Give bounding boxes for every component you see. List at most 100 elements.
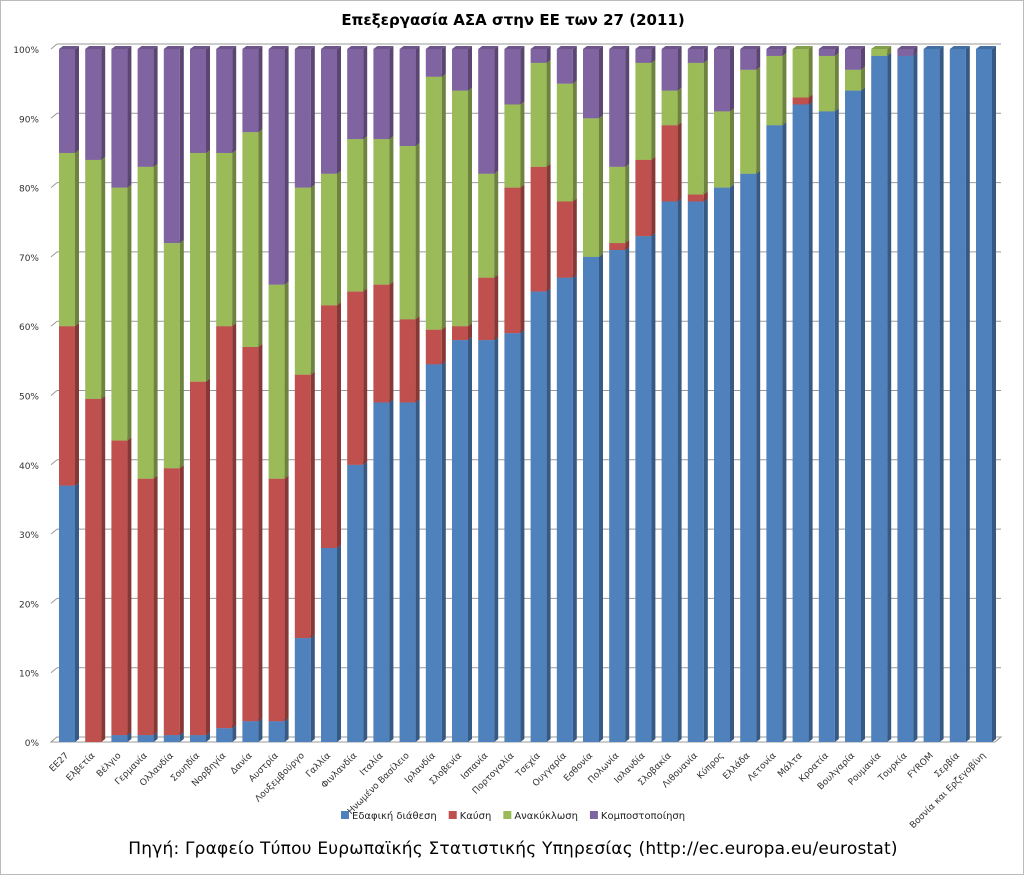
bar-segment-side [546, 163, 551, 292]
bar-segment-side [206, 149, 210, 382]
bar-segment [583, 256, 599, 742]
bar-segment-side [494, 274, 499, 341]
y-tick-label: 10% [19, 670, 39, 680]
bar-segment [294, 187, 311, 375]
bar-segment-side [206, 46, 210, 153]
source-note: Πηγή: Γραφείο Τύπου Ευρωπαϊκής Στατιστικ… [128, 839, 898, 859]
bar-segment-side [677, 87, 682, 126]
bar-segment [137, 49, 154, 167]
bar-segment [845, 90, 861, 742]
bar-segment-side [887, 52, 892, 743]
bar-segment-side [101, 395, 106, 742]
bar-segment-side [808, 94, 813, 105]
y-tick-label: 40% [19, 462, 39, 472]
gridline-diagonal [50, 667, 58, 674]
legend-label: Ανακύκλωση [514, 810, 578, 822]
bar-segment [897, 49, 914, 56]
bar-segment [976, 49, 992, 742]
bar-segment [845, 49, 861, 70]
gridline-diagonal [50, 320, 58, 327]
bar-segment-side [232, 46, 237, 153]
bar-segment-top [294, 46, 315, 49]
bar-segment [792, 49, 809, 98]
bar-segment-top [347, 46, 368, 49]
bar-segment-side [441, 46, 446, 77]
bar-segment-side [284, 46, 289, 285]
gridline-diagonal [50, 43, 58, 50]
bar-segment-side [651, 46, 656, 63]
bar-segment [740, 49, 757, 70]
bar-segment [871, 55, 888, 743]
bar-segment [687, 49, 704, 63]
bar-segment [792, 104, 809, 742]
bar-segment [609, 249, 626, 742]
bar-segment-top [766, 46, 787, 49]
bar-segment-top [583, 46, 603, 49]
bar-segment-side [363, 136, 368, 292]
y-tick-label: 50% [19, 393, 39, 403]
bar-segment [687, 62, 704, 195]
bar-segment-side [651, 59, 656, 160]
bar-segment-side [939, 46, 944, 742]
bar-segment-side [677, 122, 682, 202]
bar-segment [766, 55, 783, 126]
bar-segment-top [163, 46, 184, 49]
bar-segment [609, 243, 626, 250]
bar-segment [478, 173, 495, 278]
bar-segment-top [949, 46, 970, 49]
bar-segment [583, 49, 599, 119]
bar-segment [504, 104, 521, 188]
bar-segment-side [127, 437, 132, 736]
bar-segment [478, 277, 495, 341]
bar-segment [216, 49, 233, 153]
gridline-diagonal [50, 390, 58, 396]
bar-segment-side [468, 337, 472, 742]
bar-segment-side [599, 46, 603, 119]
bar-segment-side [546, 46, 551, 63]
bar-segment [268, 284, 285, 479]
bar-segment [347, 291, 364, 465]
bar-segment [714, 111, 730, 188]
bar-segment-side [572, 198, 577, 278]
bar-segment [163, 49, 180, 244]
bar-segment [111, 49, 128, 188]
bar-segment-side [887, 46, 892, 56]
bar-segment [530, 291, 547, 742]
bar-segment-side [441, 73, 446, 330]
bar-segment-side [572, 274, 577, 742]
bar-segment [321, 547, 337, 742]
x-tick-label: Λετονία [746, 751, 779, 784]
bar-segment-side [808, 101, 813, 742]
bar-segment-side [520, 46, 525, 105]
bar-segment-side [179, 732, 184, 742]
bar-segment-side [703, 191, 708, 202]
bar-segment-top [845, 46, 865, 49]
bar-segment [111, 440, 128, 736]
bar-segment-side [756, 170, 761, 743]
bar-segment-side [127, 732, 132, 742]
bar-segment-side [153, 732, 158, 742]
bar-segment [556, 277, 573, 742]
bar-segment-side [127, 46, 132, 188]
bar-segment [137, 478, 154, 736]
y-tick-label: 0% [25, 739, 40, 749]
bar-segment [556, 83, 573, 202]
bar-segment-side [153, 475, 158, 736]
bar-segment-top [399, 46, 420, 49]
x-tick-label: Κύπρος [695, 750, 726, 781]
bar-segment-side [179, 46, 184, 244]
bar-segment-side [389, 281, 394, 403]
x-tick-label: ΕΕ27 [48, 751, 71, 774]
bar-segment [425, 329, 442, 365]
bar-segment [687, 194, 704, 202]
bar-segment [530, 166, 547, 292]
bar-segment [294, 638, 311, 742]
bar-segment-side [337, 544, 341, 742]
bar-segment-top [59, 46, 79, 49]
bar-segment [478, 340, 495, 742]
x-tick-label: FYROM [906, 751, 936, 781]
bar-segment-side [284, 718, 289, 742]
y-tick-label: 100% [13, 46, 39, 56]
bar-segment-side [258, 46, 263, 133]
